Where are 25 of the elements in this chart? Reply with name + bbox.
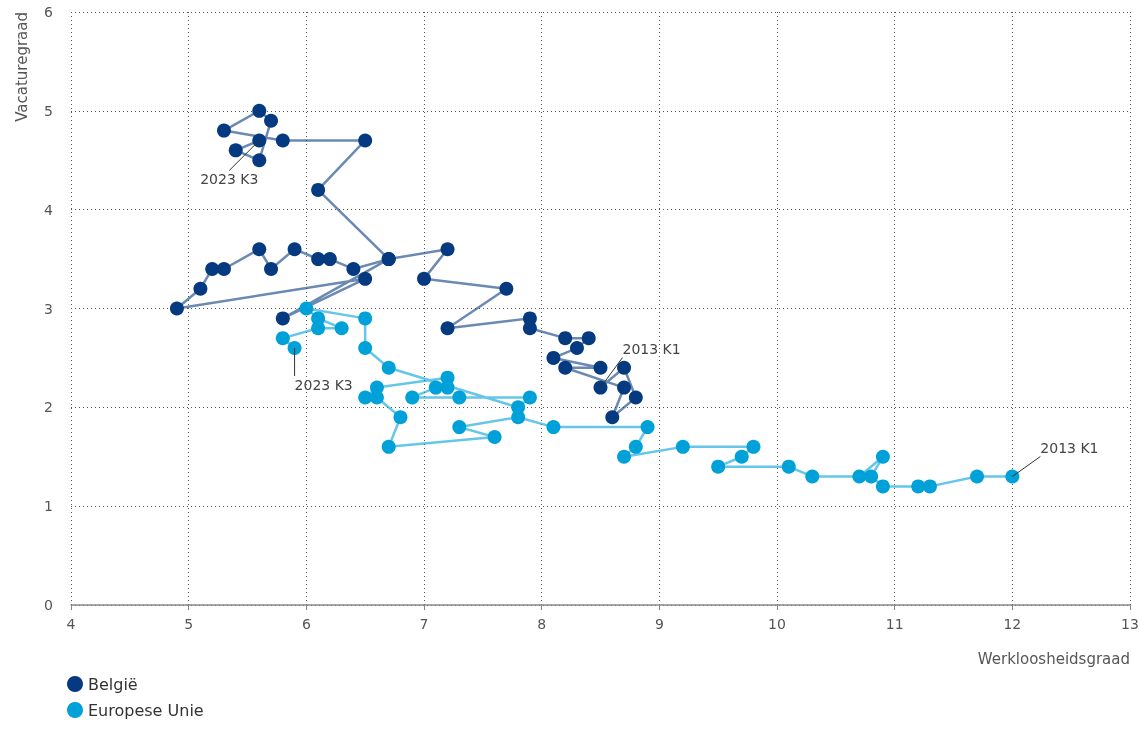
x-tick-label: 10 (768, 616, 786, 632)
x-tick-label: 5 (184, 616, 194, 632)
x-tick-label: 9 (654, 616, 664, 632)
y-tick-label: 0 (44, 597, 53, 613)
x-tick-label: 13 (1121, 616, 1139, 632)
y-tick-label: 4 (44, 201, 54, 218)
x-tick-label: 7 (419, 616, 429, 632)
y-axis-title: Vacaturegraad (12, 12, 31, 122)
annotation: 2023 K3 (200, 171, 259, 188)
y-tick-label: 3 (44, 300, 53, 317)
legend-label: Europese Unie (88, 700, 204, 720)
annotation: 2013 K1 (622, 340, 681, 357)
x-tick-label: 12 (1003, 616, 1022, 632)
y-tick-label: 2 (44, 399, 53, 416)
legend-label: België (88, 674, 138, 694)
y-tick-label: 6 (44, 4, 54, 20)
x-tick-label: 11 (885, 616, 904, 632)
x-axis-title: Werkloosheidsgraad (977, 649, 1130, 668)
x-tick-label: 6 (301, 616, 311, 632)
y-tick-label: 1 (44, 498, 53, 515)
annotation: 2013 K1 (1040, 439, 1099, 456)
annotation: 2023 K3 (294, 377, 353, 394)
y-tick-label: 5 (44, 102, 53, 119)
x-tick-label: 4 (66, 616, 76, 632)
x-tick-label: 8 (537, 616, 547, 632)
